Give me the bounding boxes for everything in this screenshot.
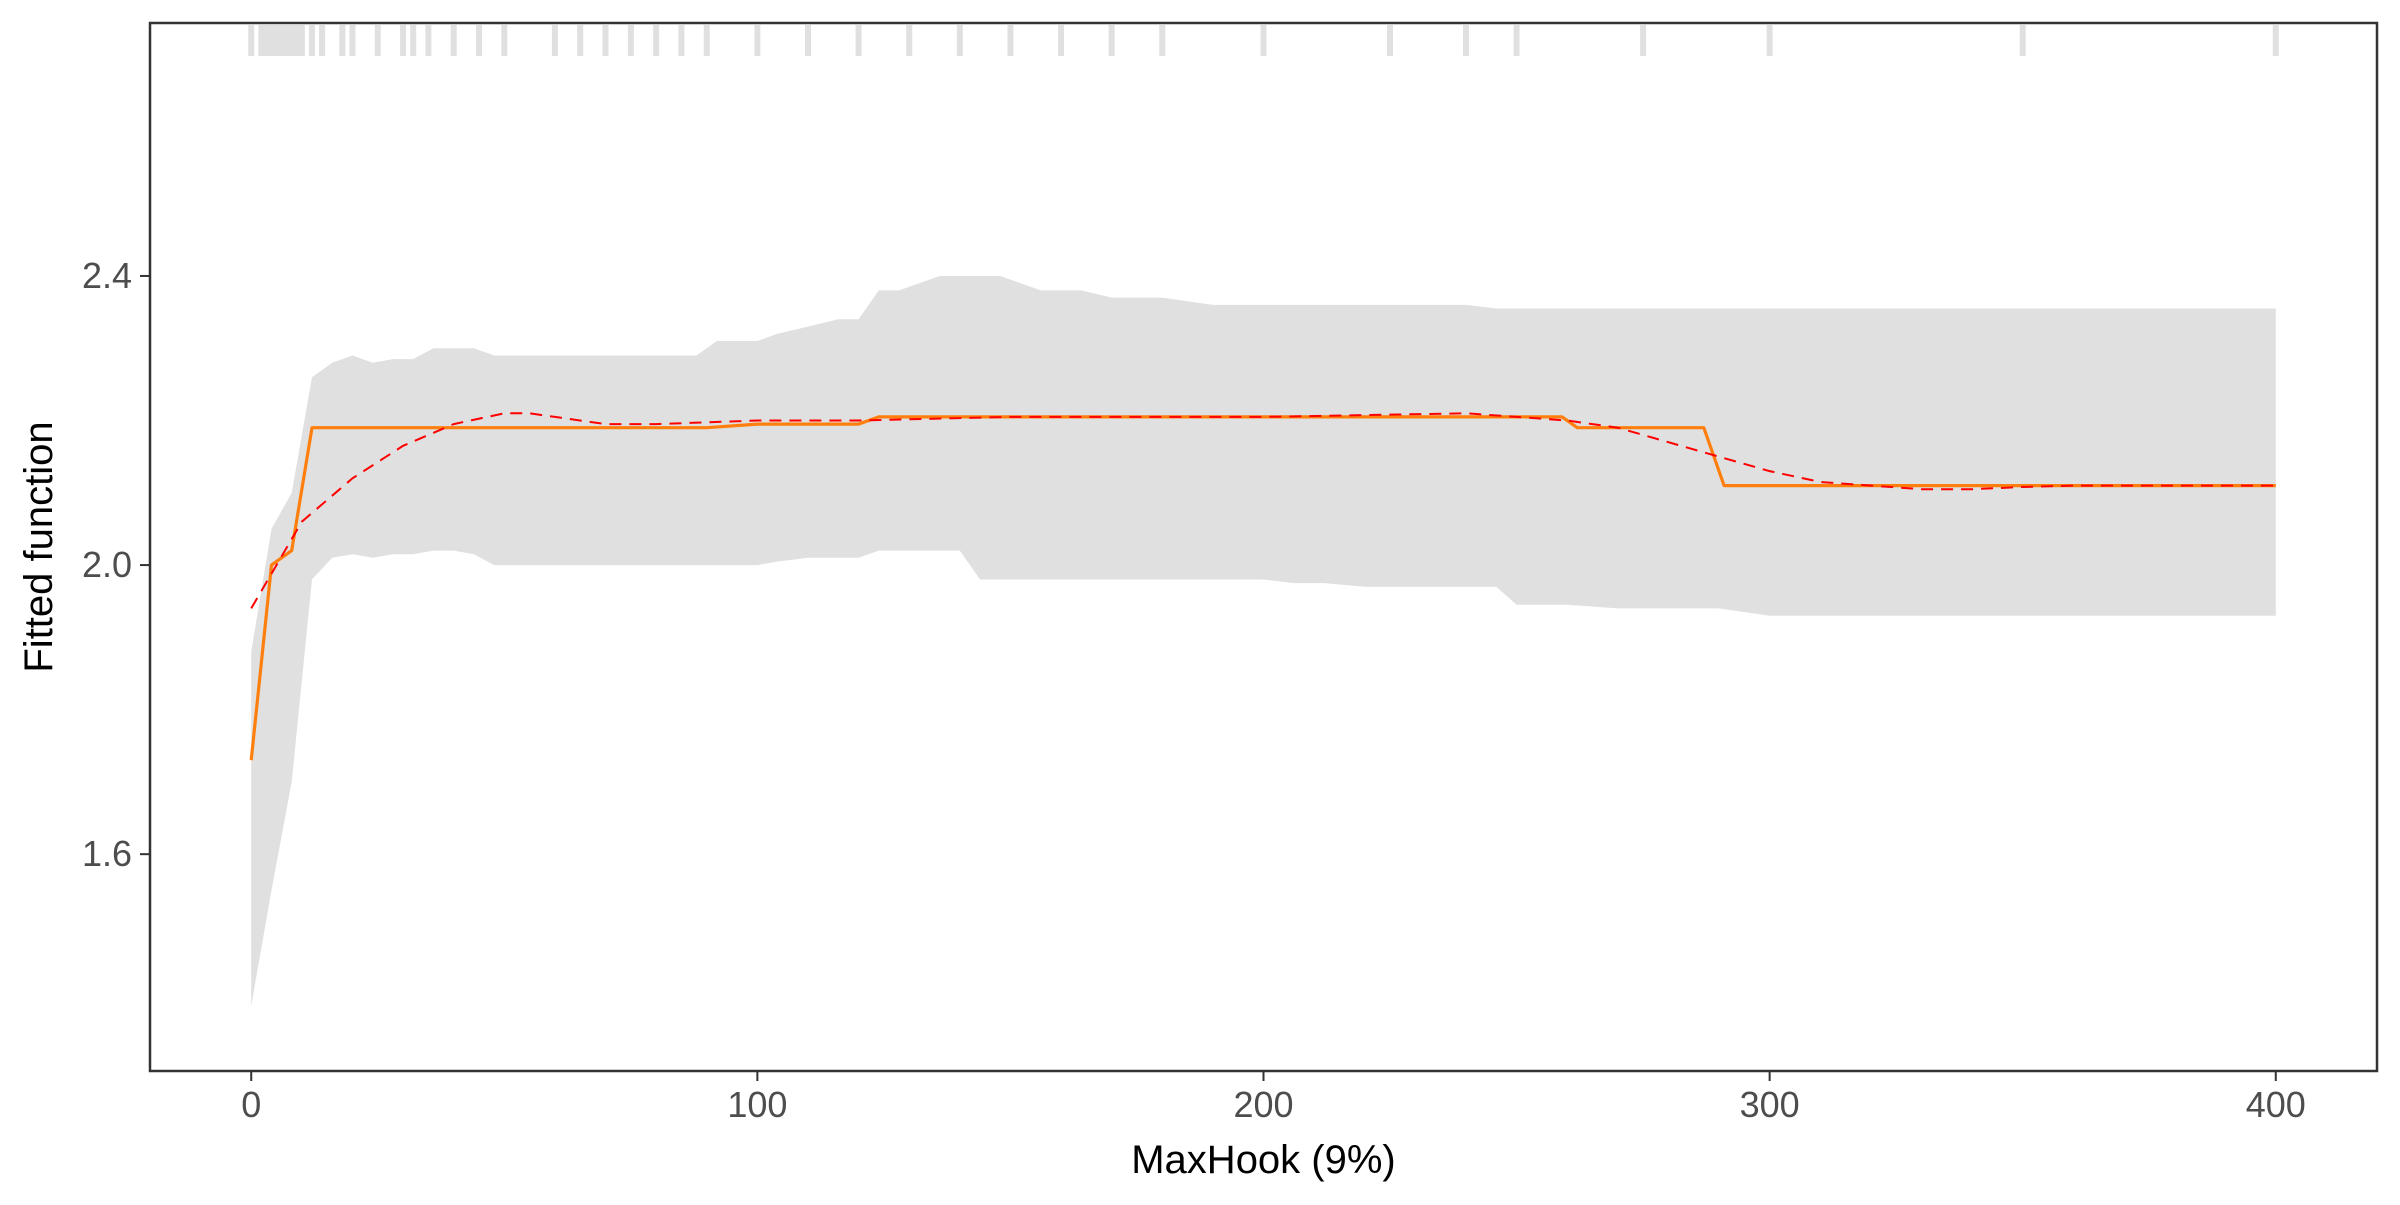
y-tick-label: 1.6 bbox=[82, 833, 132, 874]
x-tick-label: 300 bbox=[1740, 1084, 1800, 1125]
x-tick-label: 100 bbox=[727, 1084, 787, 1125]
y-axis-title: Fitted function bbox=[17, 421, 61, 672]
y-axis: 1.6 2.0 2.4 bbox=[82, 255, 150, 874]
x-tick-label: 400 bbox=[2246, 1084, 2306, 1125]
rug-layer bbox=[248, 25, 2279, 56]
y-tick-label: 2.0 bbox=[82, 544, 132, 585]
x-axis-title: MaxHook (9%) bbox=[1131, 1138, 1396, 1182]
smooth-trend-line bbox=[250, 412, 2276, 609]
fitted-function-line bbox=[249, 415, 2276, 761]
x-tick-label: 0 bbox=[241, 1084, 261, 1125]
x-axis: 0 100 200 300 400 bbox=[241, 1071, 2306, 1125]
line-layer bbox=[249, 412, 2276, 761]
x-tick-label: 200 bbox=[1233, 1084, 1293, 1125]
y-tick-label: 2.4 bbox=[82, 255, 132, 296]
confidence-band bbox=[251, 276, 2276, 1006]
confidence-band-layer bbox=[251, 276, 2276, 1006]
